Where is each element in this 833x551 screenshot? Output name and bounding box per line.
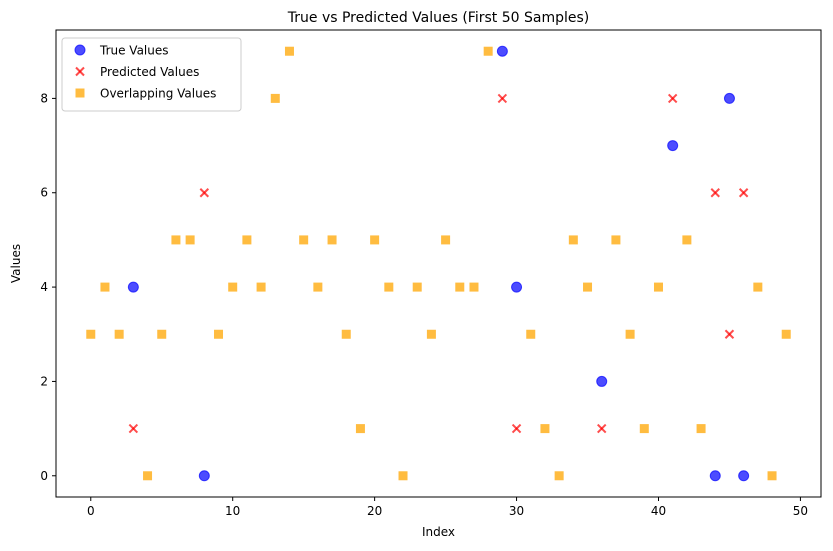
legend-marker-x-stroke-b xyxy=(75,66,85,77)
predicted-value-point-stroke-b xyxy=(710,188,720,198)
true-value-point xyxy=(511,281,523,293)
overlap-value-point xyxy=(313,282,323,292)
predicted-value-point-stroke-b xyxy=(667,93,678,104)
legend-label: Predicted Values xyxy=(100,65,199,79)
overlap-value-point xyxy=(270,93,280,103)
legend-marker-square xyxy=(75,88,85,98)
overlap-value-point xyxy=(483,46,493,56)
predicted-value-point-stroke-b xyxy=(724,329,735,339)
overlap-value-point xyxy=(611,235,621,245)
y-tick-label: 0 xyxy=(40,469,48,483)
predicted-value-point xyxy=(710,188,720,198)
legend-box xyxy=(61,37,242,112)
predicted-value-point-stroke-b xyxy=(597,423,607,434)
true-value-point xyxy=(596,375,608,387)
predicted-value-point xyxy=(597,423,607,434)
true-value-point xyxy=(709,470,721,482)
x-tick-label: 30 xyxy=(509,504,524,518)
predicted-value-point xyxy=(199,188,210,198)
legend-marker-x xyxy=(75,66,85,77)
overlap-value-point xyxy=(540,424,550,434)
overlap-value-point xyxy=(469,282,479,292)
overlap-value-point xyxy=(214,329,224,339)
y-tick-label: 2 xyxy=(40,374,48,388)
data-marks xyxy=(86,45,791,482)
overlap-value-point xyxy=(426,329,436,339)
true-value-point xyxy=(496,45,508,57)
overlap-value-point xyxy=(441,235,451,245)
overlap-value-point xyxy=(100,282,110,292)
x-tick-label: 20 xyxy=(367,504,382,518)
predicted-value-point xyxy=(497,93,508,104)
overlap-value-point xyxy=(625,329,635,339)
x-tick-label: 10 xyxy=(225,504,240,518)
overlap-value-point xyxy=(228,282,238,292)
overlap-value-point xyxy=(767,471,777,481)
x-tick-label: 0 xyxy=(87,504,95,518)
overlap-value-point xyxy=(143,471,153,481)
x-axis-label: Index xyxy=(422,525,455,539)
true-value-point xyxy=(667,140,679,152)
series-square xyxy=(86,46,791,481)
predicted-value-point xyxy=(128,423,139,434)
overlap-value-point xyxy=(639,424,649,434)
y-tick-label: 8 xyxy=(40,91,48,105)
overlap-value-point xyxy=(370,235,380,245)
overlap-value-point xyxy=(256,282,266,292)
x-axis-ticks: 0 10 20 30 40 50 xyxy=(87,497,808,518)
overlap-value-point xyxy=(583,282,593,292)
overlap-value-point xyxy=(185,235,195,245)
overlap-value-point xyxy=(299,235,309,245)
chart-title: True vs Predicted Values (First 50 Sampl… xyxy=(287,10,589,26)
overlap-value-point xyxy=(696,424,706,434)
predicted-value-point xyxy=(511,423,522,434)
overlap-value-point xyxy=(682,235,692,245)
overlap-value-point xyxy=(455,282,465,292)
y-axis-ticks: 0 2 4 6 8 xyxy=(40,91,56,483)
x-tick-label: 40 xyxy=(651,504,666,518)
overlap-value-point xyxy=(653,282,663,292)
overlap-value-point xyxy=(341,329,351,339)
predicted-value-point-stroke-b xyxy=(497,93,508,104)
overlap-value-point xyxy=(86,329,96,339)
overlap-value-point xyxy=(327,235,337,245)
true-value-point xyxy=(127,281,139,293)
overlap-value-point xyxy=(526,329,536,339)
y-axis-label: Values xyxy=(9,244,23,283)
legend-label: True Values xyxy=(99,44,169,58)
y-tick-label: 6 xyxy=(40,186,48,200)
series-circle xyxy=(127,45,750,482)
overlap-value-point xyxy=(781,329,791,339)
overlap-value-point xyxy=(284,46,294,56)
legend-label: Overlapping Values xyxy=(100,87,216,101)
true-value-point xyxy=(198,470,210,482)
overlap-value-point xyxy=(171,235,181,245)
true-value-point xyxy=(738,470,750,482)
predicted-value-point-stroke-b xyxy=(128,423,139,434)
series-x xyxy=(128,93,749,434)
overlap-value-point xyxy=(355,424,365,434)
legend: True Values Predicted Values Overlapping V… xyxy=(61,37,242,112)
predicted-value-point-stroke-b xyxy=(738,188,749,198)
legend-marker-circle xyxy=(74,44,86,56)
x-tick-label: 50 xyxy=(793,504,808,518)
true-value-point xyxy=(723,92,735,104)
predicted-value-point-stroke-b xyxy=(511,423,522,434)
overlap-value-point xyxy=(157,329,167,339)
overlap-value-point xyxy=(554,471,564,481)
overlap-value-point xyxy=(398,471,408,481)
overlap-value-point xyxy=(568,235,578,245)
legend-items: True Values Predicted Values Overlapping V… xyxy=(74,44,216,101)
predicted-value-point xyxy=(724,329,735,339)
predicted-value-point xyxy=(667,93,678,104)
overlap-value-point xyxy=(412,282,422,292)
overlap-value-point xyxy=(384,282,394,292)
predicted-value-point xyxy=(738,188,749,198)
overlap-value-point xyxy=(242,235,252,245)
overlap-value-point xyxy=(114,329,124,339)
y-tick-label: 4 xyxy=(40,280,48,294)
predicted-value-point-stroke-b xyxy=(199,188,210,198)
overlap-value-point xyxy=(753,282,763,292)
